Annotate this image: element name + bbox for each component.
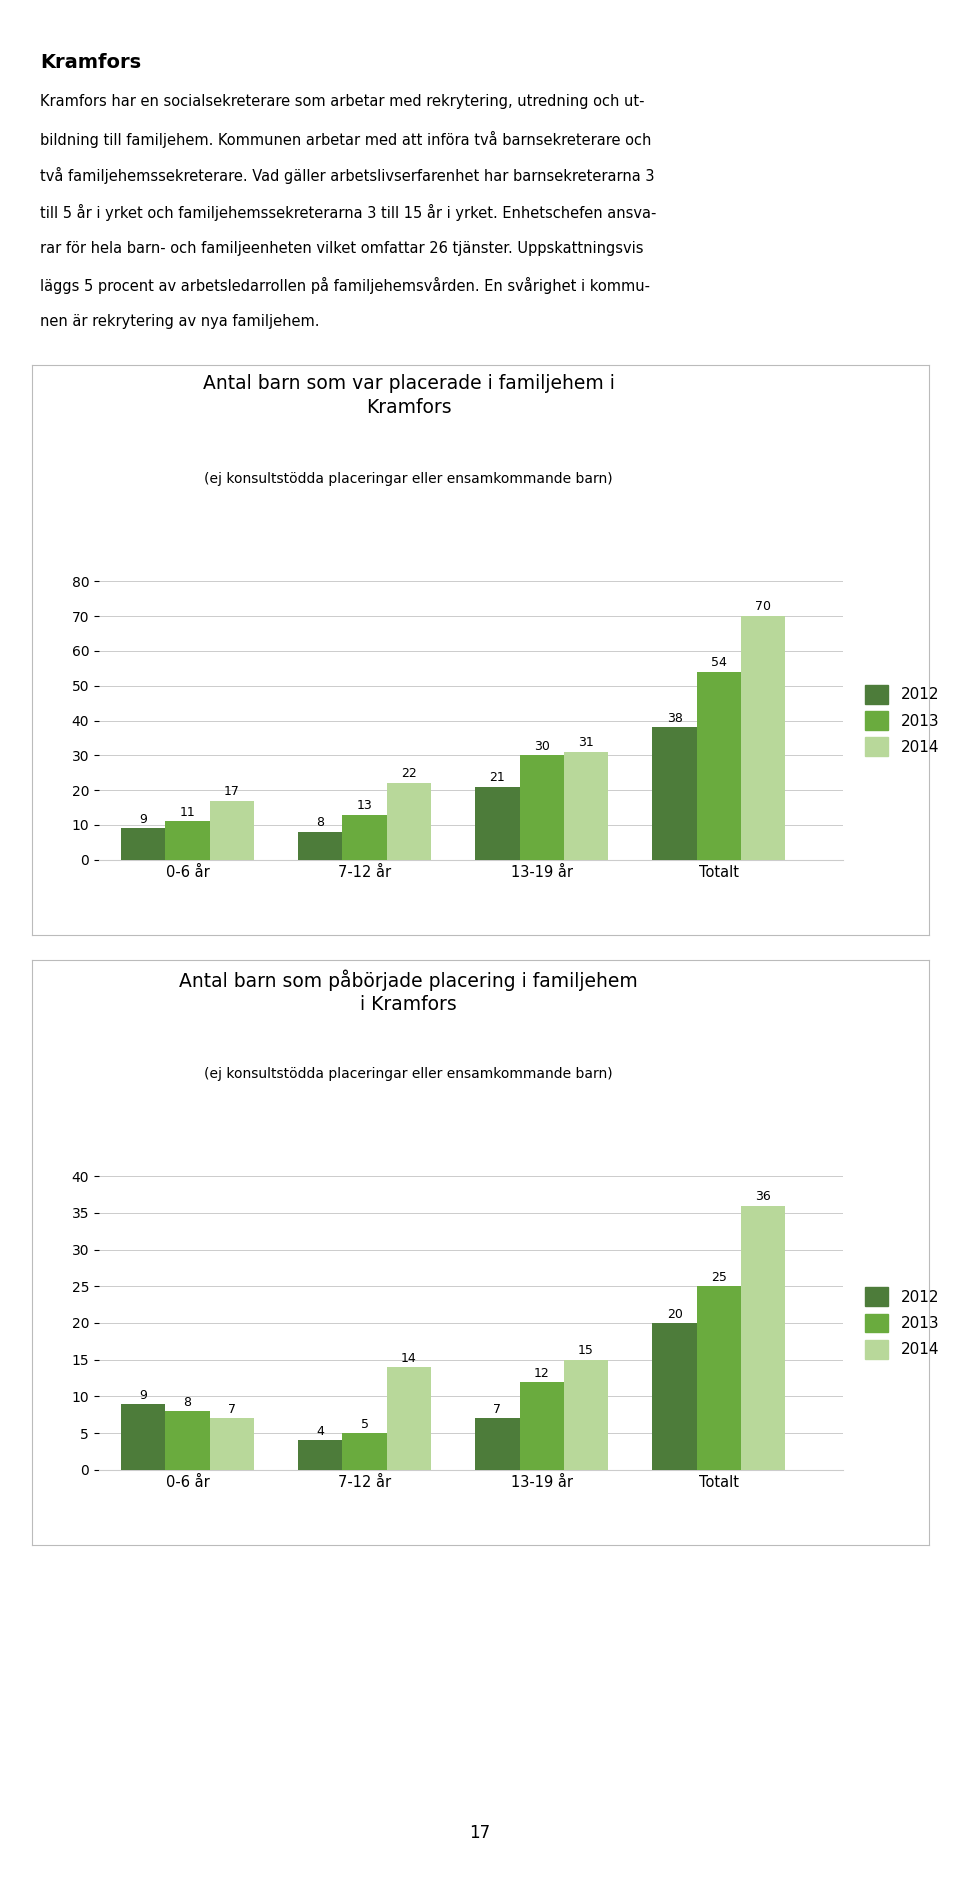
Text: 7: 7 xyxy=(228,1402,236,1416)
Text: 4: 4 xyxy=(317,1425,324,1438)
Bar xyxy=(299,1440,343,1470)
Text: Kramfors har en socialsekreterare som arbetar med rekrytering, utredning och ut-: Kramfors har en socialsekreterare som ar… xyxy=(40,94,645,109)
Text: 7: 7 xyxy=(493,1402,501,1416)
Text: 5: 5 xyxy=(361,1418,369,1431)
Text: Kramfors: Kramfors xyxy=(40,53,141,71)
Bar xyxy=(697,1286,741,1470)
Text: 9: 9 xyxy=(139,812,147,825)
Text: till 5 år i yrket och familjehemssekreterarna 3 till 15 år i yrket. Enhetschefen: till 5 år i yrket och familjehemssekrete… xyxy=(40,205,657,222)
Text: 20: 20 xyxy=(666,1308,683,1322)
Bar xyxy=(475,1418,519,1470)
Text: Antal barn som var placerade i familjehem i
Kramfors: Antal barn som var placerade i familjehe… xyxy=(203,374,614,417)
Text: 17: 17 xyxy=(224,784,240,797)
Text: bildning till familjehem. Kommunen arbetar med att införa två barnsekreterare oc: bildning till familjehem. Kommunen arbet… xyxy=(40,132,652,149)
Bar xyxy=(209,1418,253,1470)
Bar xyxy=(741,1205,785,1470)
Bar xyxy=(387,784,431,859)
Legend: 2012, 2013, 2014: 2012, 2013, 2014 xyxy=(865,684,939,756)
Text: 15: 15 xyxy=(578,1344,594,1357)
Text: 36: 36 xyxy=(756,1190,771,1203)
Bar xyxy=(299,833,343,859)
Bar xyxy=(653,1324,697,1470)
Bar xyxy=(564,1359,609,1470)
Text: 54: 54 xyxy=(711,656,727,669)
Text: 30: 30 xyxy=(534,739,550,752)
Bar xyxy=(121,1404,165,1470)
Text: läggs 5 procent av arbetsledarrollen på familjehemsvården. En svårighet i kommu-: läggs 5 procent av arbetsledarrollen på … xyxy=(40,278,650,295)
Text: två familjehemssekreterare. Vad gäller arbetslivserfarenhet har barnsekreterarna: två familjehemssekreterare. Vad gäller a… xyxy=(40,167,655,184)
Text: 17: 17 xyxy=(469,1824,491,1842)
Bar xyxy=(165,822,209,859)
Text: 31: 31 xyxy=(578,737,594,748)
Text: 8: 8 xyxy=(183,1395,191,1408)
Bar xyxy=(121,829,165,859)
Text: 22: 22 xyxy=(401,767,417,780)
Text: 12: 12 xyxy=(534,1367,550,1380)
Text: (ej konsultstödda placeringar eller ensamkommande barn): (ej konsultstödda placeringar eller ensa… xyxy=(204,1068,613,1081)
Bar xyxy=(653,728,697,859)
Bar xyxy=(387,1367,431,1470)
Legend: 2012, 2013, 2014: 2012, 2013, 2014 xyxy=(865,1288,939,1359)
Bar xyxy=(741,617,785,859)
Bar xyxy=(519,756,564,859)
Bar xyxy=(165,1412,209,1470)
Text: 11: 11 xyxy=(180,807,195,818)
Bar xyxy=(475,786,519,859)
Text: 21: 21 xyxy=(490,771,505,784)
Bar xyxy=(564,752,609,859)
Text: 38: 38 xyxy=(666,713,683,724)
Bar xyxy=(343,1433,387,1470)
Text: 14: 14 xyxy=(401,1352,417,1365)
Text: 70: 70 xyxy=(756,600,771,613)
Text: 25: 25 xyxy=(711,1271,727,1284)
Text: 8: 8 xyxy=(316,816,324,829)
Bar xyxy=(343,814,387,859)
Text: nen är rekrytering av nya familjehem.: nen är rekrytering av nya familjehem. xyxy=(40,314,320,329)
Text: 13: 13 xyxy=(357,799,372,812)
Bar xyxy=(209,801,253,859)
Text: 9: 9 xyxy=(139,1389,147,1401)
Text: Antal barn som påbörjade placering i familjehem
i Kramfors: Antal barn som påbörjade placering i fam… xyxy=(180,970,638,1015)
Text: (ej konsultstödda placeringar eller ensamkommande barn): (ej konsultstödda placeringar eller ensa… xyxy=(204,472,613,487)
Bar xyxy=(519,1382,564,1470)
Bar xyxy=(697,671,741,859)
Text: rar för hela barn- och familjeenheten vilket omfattar 26 tjänster. Uppskattnings: rar för hela barn- och familjeenheten vi… xyxy=(40,241,644,256)
